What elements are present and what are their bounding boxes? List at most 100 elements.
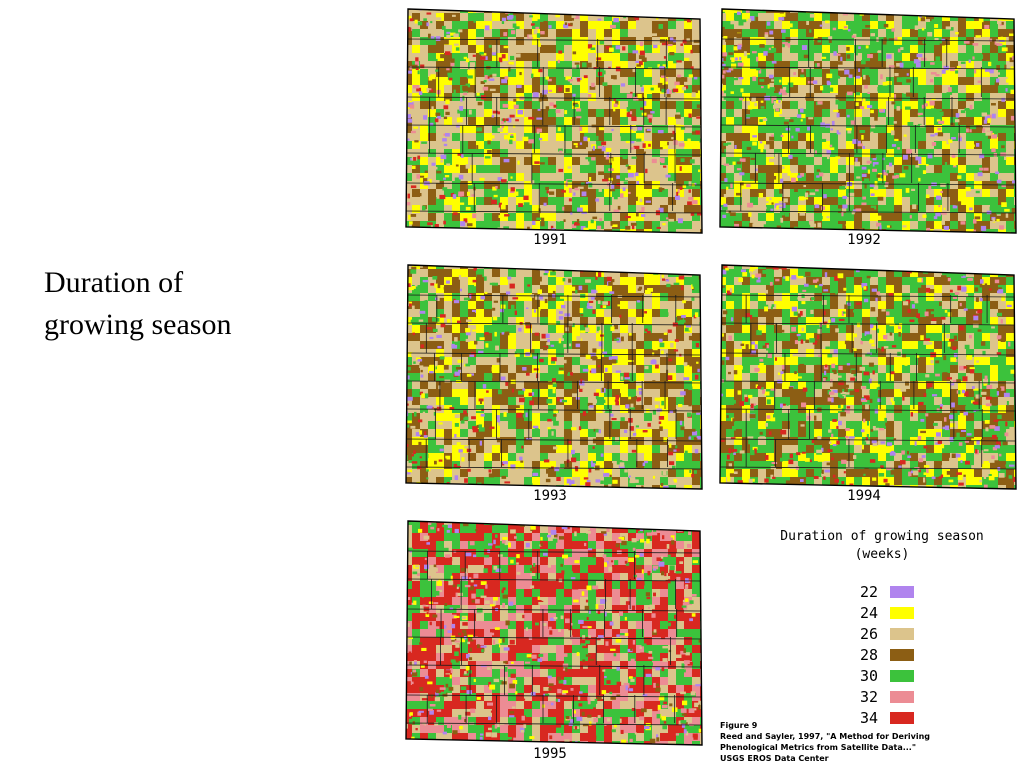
map-cell: [676, 265, 684, 269]
map-cell: [436, 413, 444, 421]
map-speckle: [682, 86, 686, 91]
map-speckle: [736, 168, 741, 171]
map-cell: [580, 397, 588, 405]
map-cell: [628, 381, 636, 389]
map-cell: [726, 189, 734, 197]
map-speckle: [862, 98, 866, 103]
map-cell: [452, 37, 460, 45]
map-speckle: [854, 161, 861, 167]
map-cell: [492, 365, 500, 373]
map-speckle: [520, 460, 524, 463]
map-speckle: [442, 187, 448, 191]
map-cell: [692, 445, 700, 453]
map-cell: [612, 141, 620, 149]
map-speckle: [522, 136, 529, 142]
map-speckle: [880, 174, 884, 179]
map-cell: [406, 413, 412, 421]
map-cell: [532, 53, 540, 61]
map-cell: [692, 265, 700, 269]
map-cell: [1006, 29, 1014, 37]
map-cell: [838, 173, 846, 181]
map-cell: [588, 469, 596, 477]
map-cell: [790, 189, 798, 197]
map-cell: [628, 181, 636, 189]
map-cell: [1006, 229, 1014, 233]
map-cell: [636, 109, 644, 117]
map-speckle: [687, 201, 693, 205]
map-cell: [990, 117, 998, 125]
map-cell: [660, 125, 668, 133]
map-cell: [596, 301, 604, 309]
map-cell: [942, 181, 950, 189]
map-cell: [974, 61, 982, 69]
map-speckle: [961, 5, 967, 8]
map-cell: [476, 45, 484, 53]
map-cell: [452, 205, 460, 213]
map-cell: [492, 461, 500, 469]
map-speckle: [909, 215, 912, 219]
map-speckle: [662, 223, 666, 226]
map-cell: [508, 365, 516, 373]
map-speckle: [645, 289, 651, 295]
map-cell: [406, 77, 412, 85]
map-speckle: [746, 146, 752, 151]
map-cell: [676, 469, 684, 477]
map-speckle: [803, 54, 809, 59]
map-speckle: [627, 166, 631, 170]
map-speckle: [661, 141, 668, 146]
map-cell: [966, 61, 974, 69]
map-cell: [942, 157, 950, 165]
map-speckle: [570, 17, 574, 21]
map-cell: [798, 109, 806, 117]
map-cell: [1006, 197, 1014, 205]
map-cell: [588, 453, 596, 461]
map-cell: [532, 221, 540, 229]
map-speckle: [800, 119, 803, 122]
map-cell: [758, 213, 766, 221]
map-speckle: [945, 26, 951, 30]
map-speckle: [929, 79, 934, 83]
map-cell: [692, 477, 700, 485]
map-speckle: [460, 97, 463, 102]
map-speckle: [563, 219, 566, 222]
map-cell: [588, 69, 596, 77]
map-cell: [942, 9, 950, 13]
map-cell: [734, 141, 742, 149]
map-cell: [508, 221, 516, 229]
map-speckle: [734, 49, 739, 53]
map-cell: [612, 309, 620, 317]
map-cell: [406, 381, 412, 389]
map-cell: [468, 125, 476, 133]
map-cell: [692, 149, 700, 157]
map-cell: [692, 53, 700, 61]
map-cell: [444, 381, 452, 389]
map-speckle: [677, 189, 680, 194]
map-cell: [604, 117, 612, 125]
map-cell: [628, 165, 636, 173]
map-speckle: [975, 35, 982, 38]
map-cell: [412, 373, 420, 381]
map-speckle: [787, 82, 794, 88]
map-cell: [862, 53, 870, 61]
map-cell: [652, 469, 660, 477]
map-cell: [524, 269, 532, 277]
map-cell: [484, 37, 492, 45]
map-cell: [500, 429, 508, 437]
map-cell: [524, 341, 532, 349]
map-cell: [612, 485, 620, 489]
map-speckle: [467, 191, 470, 196]
map-cell: [420, 77, 428, 85]
map-cell: [636, 477, 644, 485]
map-cell: [894, 29, 902, 37]
map-cell: [588, 165, 596, 173]
map-cell: [862, 149, 870, 157]
map-cell: [508, 397, 516, 405]
map-speckle: [596, 57, 602, 61]
map-speckle: [419, 310, 426, 314]
map-speckle: [991, 134, 998, 139]
map-speckle: [688, 181, 692, 187]
map-cell: [652, 285, 660, 293]
map-cell: [580, 21, 588, 29]
map-cell: [412, 29, 420, 37]
map-cell: [484, 197, 492, 205]
